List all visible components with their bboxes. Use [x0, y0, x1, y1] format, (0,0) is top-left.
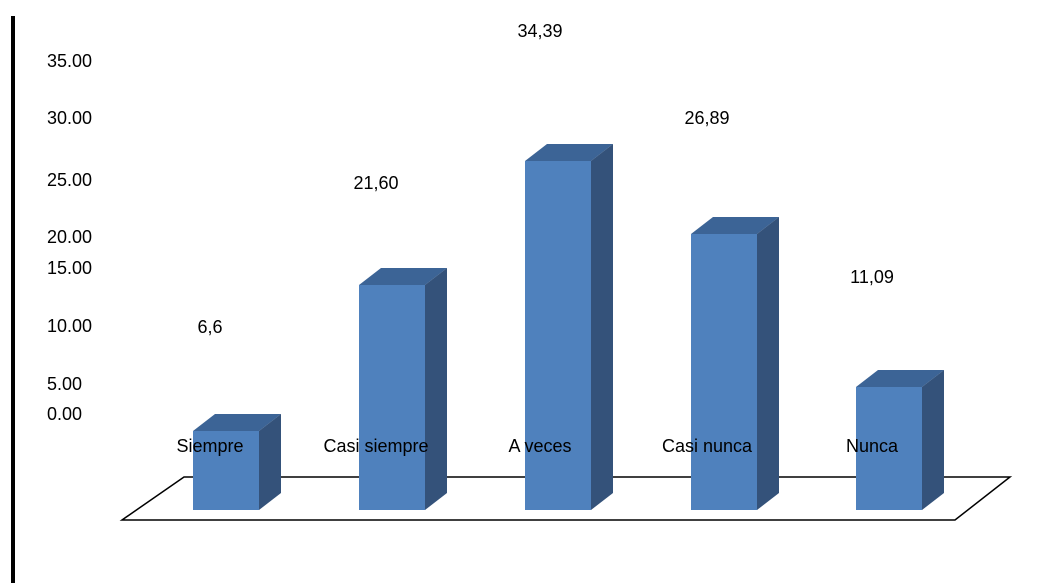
- bar-side: [259, 414, 281, 510]
- bar-top: [525, 144, 613, 161]
- bar-front: [691, 234, 757, 510]
- category-label: Casi nunca: [662, 436, 753, 456]
- bar-front: [359, 285, 425, 510]
- bar-side: [425, 268, 447, 510]
- bar-side: [591, 144, 613, 510]
- data-label: 26,89: [684, 108, 729, 128]
- left-frame-line: [11, 16, 15, 583]
- y-tick-label: 5.00: [47, 374, 82, 394]
- bar-top: [856, 370, 944, 387]
- bar-side: [757, 217, 779, 510]
- data-labels-group: 6,6 21,60 34,39 26,89 11,09: [197, 21, 893, 337]
- category-label: A veces: [508, 436, 571, 456]
- y-tick-label: 15.00: [47, 258, 92, 278]
- data-label: 6,6: [197, 317, 222, 337]
- category-label: Nunca: [846, 436, 899, 456]
- bar-top: [193, 414, 281, 431]
- y-tick-label: 25.00: [47, 170, 92, 190]
- y-tick-label: 30.00: [47, 108, 92, 128]
- data-label: 11,09: [850, 267, 894, 287]
- category-labels-group: Siempre Casi siempre A veces Casi nunca Nunc…: [176, 436, 899, 456]
- data-label: 21,60: [353, 173, 398, 193]
- data-label: 34,39: [517, 21, 562, 41]
- bar-side: [922, 370, 944, 510]
- bar-top: [691, 217, 779, 234]
- category-label: Casi siempre: [323, 436, 428, 456]
- bar-front: [856, 387, 922, 510]
- category-label: Siempre: [176, 436, 243, 456]
- bar-top: [359, 268, 447, 285]
- y-tick-label: 0.00: [47, 404, 82, 424]
- y-tick-label: 20.00: [47, 227, 92, 247]
- bar-front: [525, 161, 591, 510]
- y-tick-label: 10.00: [47, 316, 92, 336]
- bar-front: [193, 431, 259, 510]
- bars-group: [193, 144, 944, 510]
- y-tick-label: 35.00: [47, 51, 92, 71]
- y-axis-ticks: 35.00 30.00 25.00 20.00 15.00 10.00 5.00 0.00: [47, 51, 92, 424]
